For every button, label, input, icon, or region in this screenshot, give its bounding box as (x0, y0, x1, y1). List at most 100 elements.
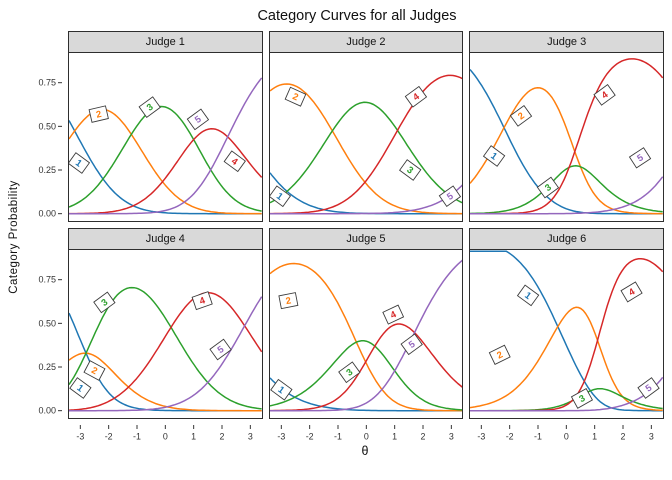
curve-label-frame (629, 147, 652, 169)
curve-label-frame (400, 333, 423, 356)
category-curve-4 (269, 74, 463, 215)
curve-label-frame (83, 360, 106, 381)
y-tick-label: 0.50 (38, 318, 56, 328)
x-tick-label: 2 (220, 431, 225, 441)
curve-label-box-2: 2 (83, 360, 106, 381)
curve-label-box-5: 5 (637, 377, 661, 399)
curve-label-box-1: 1 (269, 378, 293, 401)
curve-label-frame (620, 281, 643, 303)
curve-label-box-5: 5 (209, 338, 232, 361)
x-axis-col-1: -3 -2 -1 0 1 2 3 (76, 425, 253, 442)
curve-label-frame (278, 292, 299, 310)
curve-label-text: 5 (644, 383, 655, 395)
curve-label-text: 3 (578, 393, 588, 405)
axis-corner-spacer (22, 425, 62, 443)
y-tick-label: 0.75 (38, 275, 56, 285)
category-curve-5 (470, 376, 664, 412)
curve-label-text: 1 (73, 158, 84, 170)
facet-panel-4: 1 2 3 4 5 (68, 249, 263, 419)
curve-label-box-4: 4 (620, 281, 643, 303)
x-tick-label: -3 (478, 431, 486, 441)
y-tick-label: 0.00 (38, 209, 56, 219)
y-tick-label: 0.00 (38, 406, 56, 416)
curve-label-frame (209, 338, 232, 361)
curve-label-box-3: 3 (398, 159, 422, 181)
curve-label-box-2: 2 (510, 105, 533, 127)
curve-label-frame (483, 145, 506, 167)
curve-label-box-1: 1 (483, 145, 506, 167)
y-axis-title: Category Probability (8, 180, 20, 294)
curve-label-frame (223, 150, 246, 173)
curve-label-box-4: 4 (191, 291, 213, 311)
category-curve-4 (68, 291, 262, 411)
curve-label-frame (398, 159, 422, 181)
curve-label-box-1: 1 (69, 377, 92, 399)
x-tick-label: 1 (593, 431, 598, 441)
curve-label-text: 4 (411, 91, 422, 104)
facet-panel-6: 1 2 3 4 5 (469, 249, 664, 419)
x-axis-col-2: -3 -2 -1 0 1 2 3 (277, 425, 454, 442)
curve-label-text: 2 (285, 295, 292, 307)
curve-label-frame (269, 378, 293, 401)
category-curve-4 (69, 128, 262, 215)
x-tick-label: 3 (449, 431, 454, 441)
category-curve-4 (269, 323, 463, 412)
x-tick-label: -1 (133, 431, 141, 441)
curve-label-frame (571, 387, 594, 409)
facet-strip-6: Judge 6 (469, 228, 664, 249)
y-tick-label: 0.25 (38, 362, 56, 372)
curve-label-box-3: 3 (571, 387, 594, 409)
y-axis-title-column: Category Probability (6, 31, 22, 443)
x-tick-label: 1 (191, 431, 196, 441)
x-axis-col-3: -3 -2 -1 0 1 2 3 (478, 425, 654, 442)
curve-label-text: 1 (75, 383, 86, 395)
curve-label-frame (269, 185, 291, 208)
curve-label-text: 3 (145, 102, 156, 114)
y-axis-row-2: 0.00 0.25 0.50 0.75 (38, 275, 62, 416)
chart-title: Category Curves for all Judges (257, 8, 457, 24)
curve-label-box-2: 2 (278, 292, 299, 310)
category-curve-2 (269, 83, 463, 215)
curve-label-frame (69, 377, 92, 399)
category-curve-2 (470, 86, 663, 215)
curve-label-frame (284, 86, 307, 107)
curve-label-frame (68, 152, 91, 174)
curve-label-box-5: 5 (438, 185, 461, 208)
x-tick-label: 2 (621, 431, 626, 441)
category-curve-3 (269, 340, 463, 411)
curve-label-text: 5 (193, 114, 204, 126)
facet-strip-3: Judge 3 (469, 31, 664, 52)
curve-label-text: 4 (600, 89, 611, 102)
curve-label-text: 4 (388, 309, 398, 322)
curve-label-text: 3 (99, 297, 110, 309)
curve-label-box-3: 3 (337, 361, 361, 384)
curve-label-frame (88, 105, 109, 123)
curve-label-frame (138, 96, 161, 118)
category-curve-5 (470, 176, 664, 215)
category-curve-1 (470, 250, 663, 412)
x-tick-label: 0 (163, 431, 168, 441)
curve-label-text: 3 (543, 182, 554, 194)
curve-label-box-3: 3 (138, 96, 161, 118)
x-tick-label: 3 (248, 431, 253, 441)
x-tick-label: -1 (334, 431, 342, 441)
curve-label-box-3: 3 (93, 291, 116, 314)
category-curve-5 (269, 259, 463, 412)
y-tick-label: 0.50 (38, 121, 56, 131)
curve-label-frame (186, 108, 210, 131)
category-curve-5 (269, 184, 463, 215)
curve-label-frame (337, 361, 361, 384)
curve-label-box-1: 1 (269, 185, 291, 208)
curve-label-text: 5 (216, 344, 227, 356)
x-tick-label: -1 (534, 431, 542, 441)
curve-label-frame (93, 291, 116, 314)
curve-label-box-5: 5 (400, 333, 423, 356)
curve-label-text: 4 (229, 156, 240, 169)
x-tick-label: -3 (76, 431, 84, 441)
category-curve-3 (269, 101, 463, 204)
facet-panel-1: 1 2 3 5 4 (68, 52, 263, 222)
facet-cell-5: Judge 5 1 2 3 4 5 (268, 228, 464, 420)
x-tick-label: 0 (364, 431, 369, 441)
curve-label-frame (404, 85, 427, 108)
